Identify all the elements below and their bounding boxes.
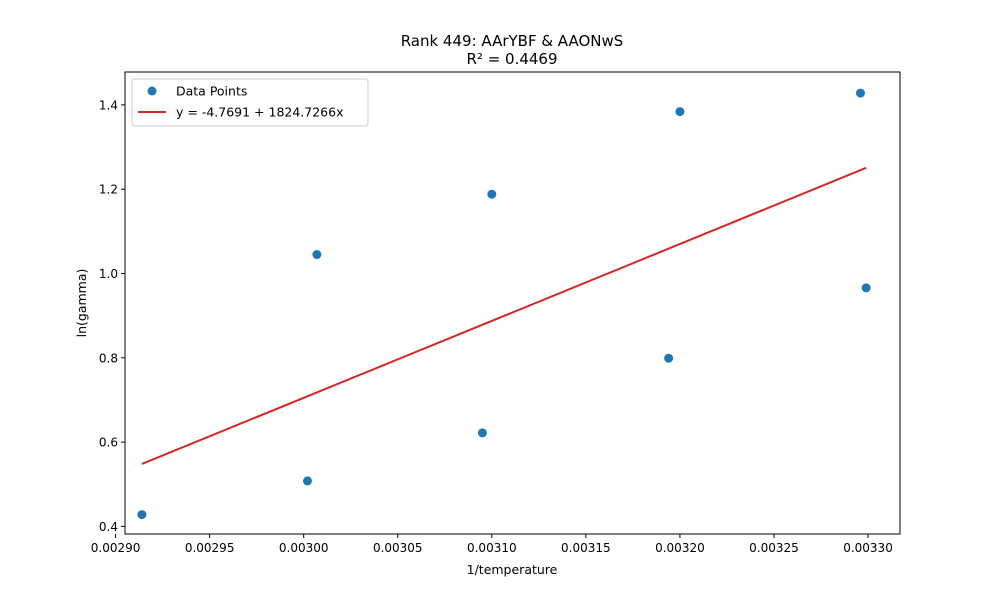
data-point [487, 189, 497, 199]
data-point [664, 353, 674, 363]
y-tick-label: 0.8 [99, 351, 118, 365]
chart-title: Rank 449: AArYBF & AAONwS [401, 32, 624, 50]
plot-area [137, 88, 871, 520]
x-axis-ticks: 0.00290 0.00295 0.00300 0.00305 0.00310 0.003… [91, 534, 893, 555]
legend-marker-data-points [147, 86, 157, 96]
y-tick-label: 0.6 [99, 436, 118, 450]
data-point [477, 428, 487, 438]
y-tick-label: 1.4 [99, 98, 118, 112]
regression-line [141, 166, 867, 465]
y-tick-label: 1.2 [99, 183, 118, 197]
data-point [137, 510, 147, 520]
legend-box [131, 78, 369, 127]
y-axis-label: ln(gamma) [74, 269, 89, 338]
x-tick-label: 0.00300 [279, 541, 329, 555]
data-point [675, 107, 685, 117]
x-tick-label: 0.00310 [467, 541, 517, 555]
legend-label-data-points: Data Points [176, 84, 247, 99]
x-tick-label: 0.00325 [749, 541, 799, 555]
plot-frame [124, 71, 901, 535]
data-point [302, 476, 312, 486]
x-tick-label: 0.00320 [655, 541, 705, 555]
y-tick-label: 0.4 [99, 520, 118, 534]
y-tick-label: 1.0 [99, 267, 118, 281]
data-point [861, 283, 871, 293]
data-point [312, 250, 322, 260]
chart-subtitle: R² = 0.4469 [466, 50, 557, 68]
x-tick-label: 0.00295 [185, 541, 235, 555]
y-axis-ticks: 0.4 0.6 0.8 1.0 1.2 1.4 [99, 98, 125, 534]
legend: Data Points y = -4.7691 + 1824.7266x [131, 78, 369, 127]
x-tick-label: 0.00290 [91, 541, 141, 555]
x-tick-label: 0.00305 [373, 541, 423, 555]
x-tick-label: 0.00330 [843, 541, 893, 555]
x-tick-label: 0.00315 [561, 541, 611, 555]
data-point [855, 88, 865, 98]
x-axis-label: 1/temperature [467, 562, 558, 577]
legend-label-fit: y = -4.7691 + 1824.7266x [176, 105, 343, 120]
